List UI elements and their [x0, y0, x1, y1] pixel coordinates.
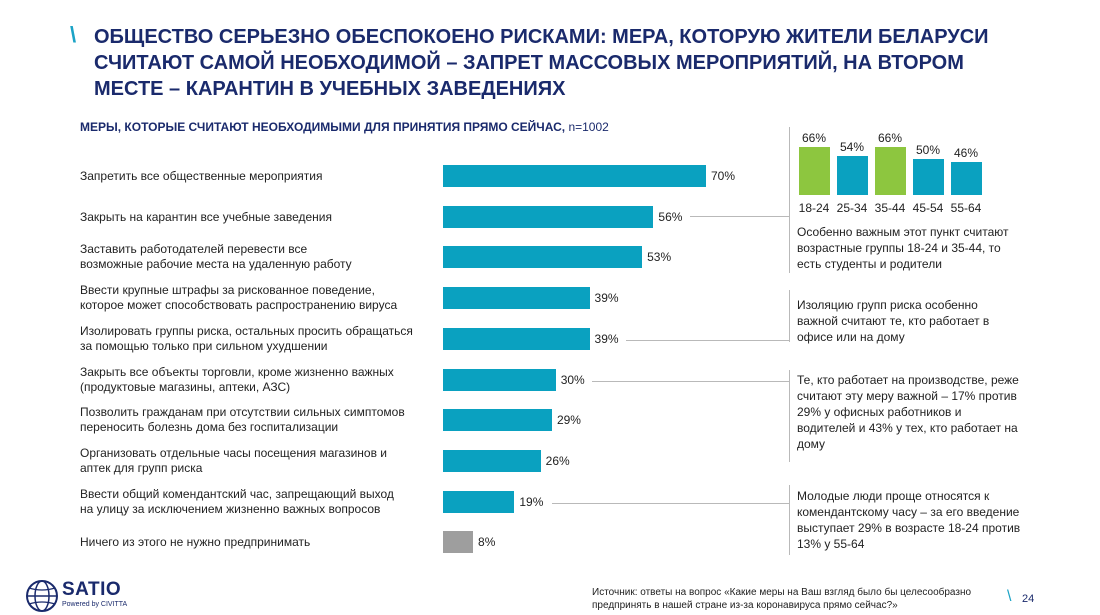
bar-label: Закрыть все объекты торговли, кроме жизн…	[80, 365, 440, 395]
bar-value-label: 56%	[658, 209, 683, 224]
bar-label: Изолировать группы риска, остальных прос…	[80, 324, 440, 354]
age-bar-chart: 66% 18-24 54% 25-34 66% 35-44 50% 45-54 46% 55-64	[790, 125, 1010, 225]
age-bar-value-label: 54%	[839, 139, 865, 154]
age-category-label: 18-24	[798, 201, 830, 215]
bar-value-label: 29%	[556, 413, 581, 428]
bar-value-label: 30%	[560, 372, 585, 387]
bar-label: Ничего из этого не нужно предпринимать	[80, 535, 440, 550]
bar-label-line: за помощью только при сильном ухудшении	[80, 338, 328, 353]
age-category-label: 35-44	[874, 201, 906, 215]
bar	[443, 409, 552, 432]
bar-label: Запретить все общественные мероприятия	[80, 169, 440, 184]
age-bar	[951, 161, 982, 195]
bar-label: Ввести крупные штрафы за рискованное пов…	[80, 283, 440, 313]
sample-size: n=1002	[568, 120, 609, 134]
age-bar-value-label: 50%	[915, 142, 941, 157]
bracket-line	[789, 485, 790, 555]
bar	[443, 368, 556, 391]
bar-value-label: 53%	[647, 250, 672, 265]
bar-label: Организовать отдельные часы посещения ма…	[80, 446, 440, 476]
title-slash: \	[70, 22, 77, 47]
age-bar-value-label: 66%	[801, 131, 827, 145]
bar-value-label: 70%	[711, 169, 736, 183]
connector-line	[592, 381, 789, 382]
connector-line	[552, 503, 789, 504]
bar-label-line: Позволить гражданам при отсутствии сильн…	[80, 405, 405, 420]
age-category-label: 45-54	[912, 201, 944, 215]
bar-value-label: 19%	[519, 494, 544, 509]
bar-label-line: Ничего из этого не нужно предпринимать	[80, 535, 311, 550]
bar-label-line: (продуктовые магазины, аптеки, АЗС)	[80, 379, 291, 394]
satio-logo-icon	[26, 580, 58, 612]
bar-label-line: переносить болезнь дома без госпитализац…	[80, 420, 339, 435]
bar-label-line: Ввести общий комендантский час, запрещаю…	[80, 486, 394, 501]
bar-label-line: Закрыть все объекты торговли, кроме жизн…	[80, 364, 394, 379]
bar-label-line: возможные рабочие места на удаленную раб…	[80, 257, 352, 272]
bar	[443, 165, 706, 187]
bar-label-line: которое может способствовать распростран…	[80, 298, 398, 313]
note-risk-groups: Изоляцию групп риска особенно важной счи…	[797, 298, 990, 344]
bar	[443, 287, 590, 310]
page-title: ОБЩЕСТВО СЕРЬЕЗНО ОБЕСПОКОЕНО РИСКАМИ: М…	[94, 26, 989, 100]
bar-label-line: Запретить все общественные мероприятия	[80, 169, 323, 183]
bar-value-label: 26%	[545, 453, 570, 468]
note-curfew: Молодые люди проще относятся к комендант…	[797, 489, 1021, 551]
source-note: Источник: ответы на вопрос «Какие меры н…	[592, 587, 972, 611]
bar-label-line: аптек для групп риска	[80, 460, 203, 475]
age-bar-value-label: 66%	[877, 131, 903, 145]
logo-text: SATIO	[62, 579, 122, 600]
age-bar	[837, 155, 868, 195]
bar	[443, 531, 474, 554]
bar-value-label: 39%	[594, 331, 619, 346]
bracket-line	[789, 370, 790, 462]
bar	[443, 490, 515, 513]
bar	[443, 246, 643, 269]
bar-value-label: 39%	[594, 291, 619, 306]
bar-label: Позволить гражданам при отсутствии сильн…	[80, 405, 440, 435]
bar-label-line: Организовать отдельные часы посещения ма…	[80, 445, 387, 460]
note-age-groups: Особенно важным этот пункт считают возра…	[797, 225, 1009, 271]
age-bar	[913, 158, 944, 195]
bar-label-line: на улицу за исключением жизненно важных …	[80, 501, 381, 516]
page-slash: \	[1007, 588, 1012, 605]
bar-label: Заставить работодателей перевести все воз…	[80, 242, 440, 272]
chart-subtitle: МЕРЫ, КОТОРЫЕ СЧИТАЮТ НЕОБХОДИМЫМИ ДЛЯ П…	[80, 120, 609, 134]
logo-subtext: Powered by CIVITTA	[62, 601, 128, 608]
bracket-line	[789, 290, 790, 342]
connector-line	[690, 216, 789, 217]
note-trade-objects: Те, кто работает на производстве, реже с…	[797, 373, 1019, 451]
page-number: 24	[1022, 593, 1035, 605]
age-category-label: 25-34	[836, 201, 868, 215]
bar-label: Ввести общий комендантский час, запрещаю…	[80, 487, 440, 517]
bar-label-line: Закрыть на карантин все учебные заведени…	[80, 209, 333, 224]
bar-label-line: Ввести крупные штрафы за рискованное пов…	[80, 283, 375, 298]
bracket-line	[789, 127, 790, 273]
age-bar	[875, 147, 906, 195]
bar	[443, 449, 541, 472]
age-bar	[799, 147, 830, 195]
bar-label-line: Изолировать группы риска, остальных прос…	[80, 323, 413, 338]
bar-value-label: 8%	[478, 535, 496, 550]
age-category-label: 55-64	[950, 201, 982, 215]
age-bar-value-label: 46%	[953, 145, 979, 160]
bar-label: Закрыть на карантин все учебные заведени…	[80, 210, 440, 225]
bar	[443, 205, 654, 228]
bar-label-line: Заставить работодателей перевести все	[80, 242, 308, 257]
chart-title: МЕРЫ, КОТОРЫЕ СЧИТАЮТ НЕОБХОДИМЫМИ ДЛЯ П…	[80, 120, 566, 134]
connector-line	[626, 340, 789, 341]
bar	[443, 327, 590, 350]
